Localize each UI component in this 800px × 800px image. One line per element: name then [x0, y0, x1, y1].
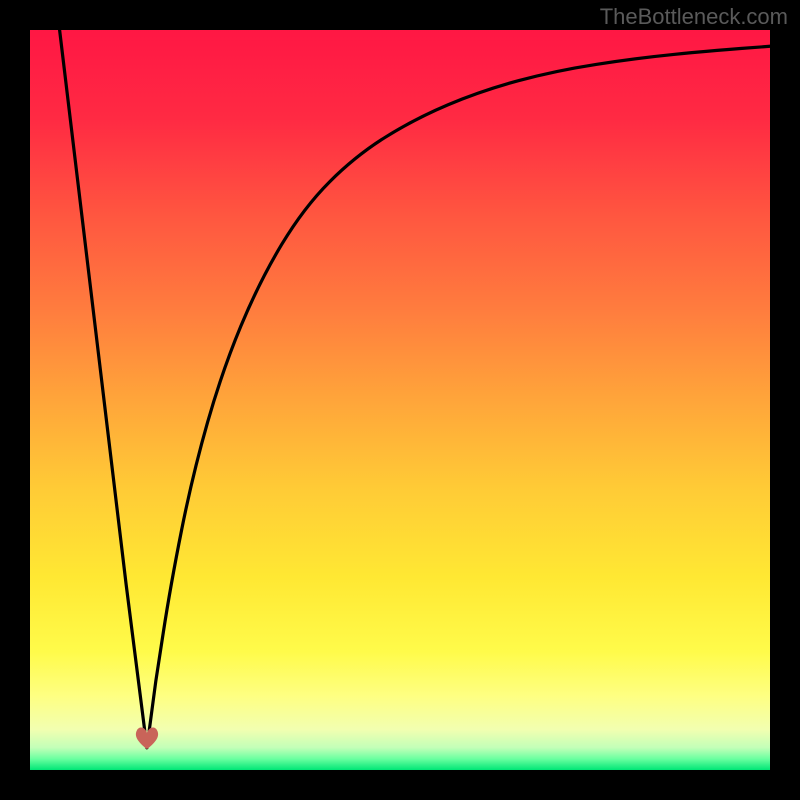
bottleneck-curve	[30, 30, 770, 770]
watermark-text: TheBottleneck.com	[600, 4, 788, 30]
heart-marker-icon	[132, 725, 162, 751]
plot-area	[30, 30, 770, 770]
chart-container: TheBottleneck.com	[0, 0, 800, 800]
